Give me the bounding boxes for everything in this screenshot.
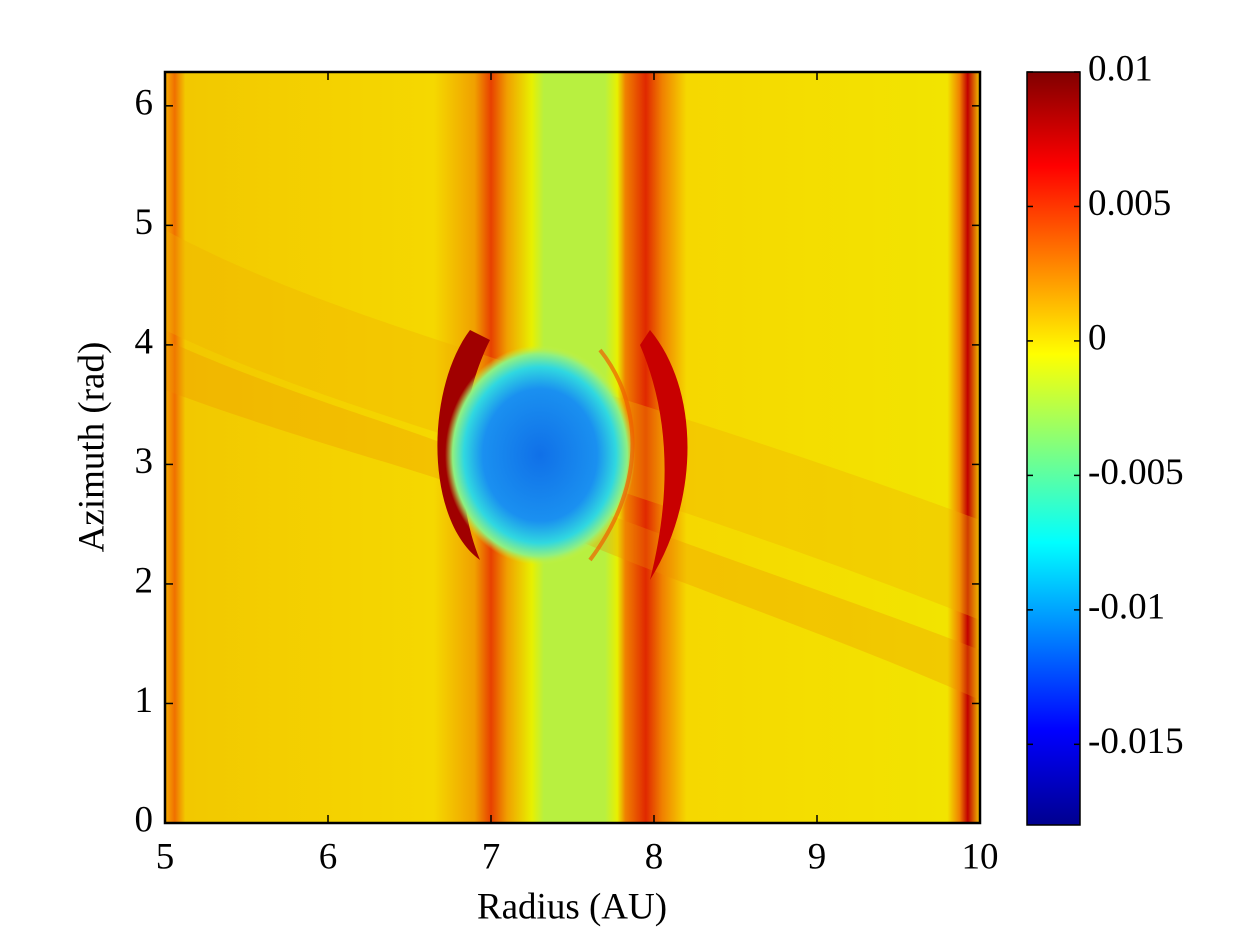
colorbar-tick-label: 0.005	[1088, 183, 1171, 224]
x-tick-label: 7	[482, 836, 501, 877]
colorbar-tick-label: -0.005	[1088, 452, 1184, 493]
y-tick-label: 5	[135, 202, 154, 243]
colorbar-tick-label: -0.015	[1088, 721, 1184, 762]
vortex	[445, 345, 635, 565]
x-tick-label: 9	[808, 836, 827, 877]
x-tick-label: 6	[319, 836, 338, 877]
plot-frame	[163, 70, 982, 825]
x-tick-label: 8	[645, 836, 664, 877]
x-axis-label: Radius (AU)	[477, 886, 667, 927]
colorbar-tick-label: -0.01	[1088, 586, 1165, 627]
colorbar-tick-label: 0	[1088, 317, 1107, 358]
colorbar-tick-label: 0.01	[1088, 48, 1153, 89]
y-tick-label: 2	[135, 560, 154, 601]
wake-line	[588, 348, 635, 562]
colorbar	[1026, 71, 1081, 826]
y-tick-label: 4	[135, 321, 154, 362]
x-tick-label: 5	[156, 836, 175, 877]
heatmap-field	[165, 72, 980, 823]
y-tick-label: 1	[135, 680, 154, 721]
y-tick-label: 0	[135, 799, 154, 840]
crescent	[437, 330, 490, 560]
y-tick-label: 3	[135, 441, 154, 482]
crescent	[640, 330, 688, 580]
y-tick-label: 6	[135, 82, 154, 123]
y-axis-label: Azimuth (rad)	[71, 342, 112, 553]
x-tick-label: 10	[962, 836, 999, 877]
